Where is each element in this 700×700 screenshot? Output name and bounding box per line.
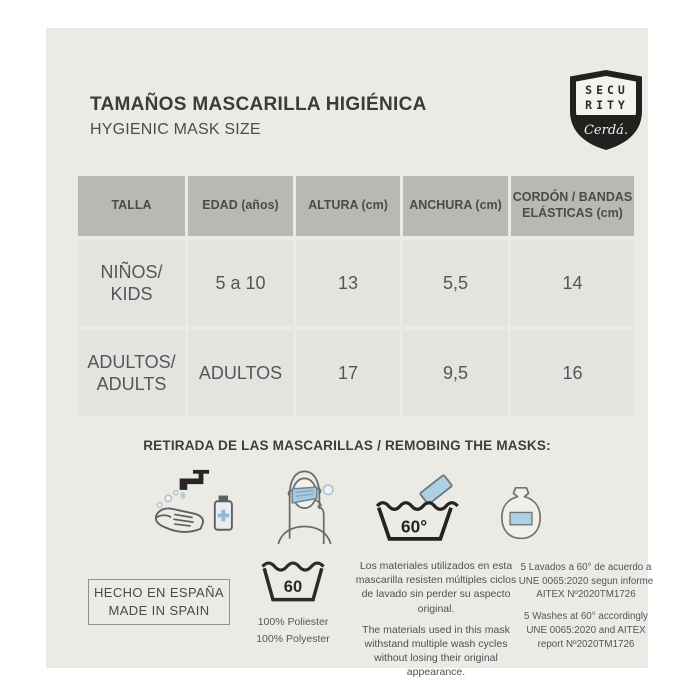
cell-kids-anchura: 5,5 [403,240,508,326]
cell-adults-talla: ADULTOS/ ADULTS [78,330,185,416]
brand-logo: SECU RITY Cerdá. [566,68,646,157]
wash-temp-label: 60° [401,516,427,536]
logo-brand-name: Cerdá. [584,123,628,138]
water-line [375,501,459,511]
mask-removal-icon [276,470,334,544]
logo-word-bottom: RITY [585,98,629,112]
origin-line-es: HECHO EN ESPAÑA [93,585,224,601]
col-header-talla: TALLA [78,176,185,236]
wash-certification-es: 5 Lavados a 60° de acuerdo a UNE 0065:20… [518,562,654,601]
col-header-edad: EDAD (años) [188,176,293,236]
mask-in-bag [508,511,533,526]
wash-certification-block: 5 Lavados a 60° de acuerdo a UNE 0065:20… [518,561,654,651]
arm [316,505,325,544]
origin-box: HECHO EN ESPAÑA MADE IN SPAIN [88,579,230,625]
page-subtitle: HYGIENIC MASK SIZE [90,121,261,138]
security-cerda-shield-icon: SECU RITY Cerdá. [570,70,642,150]
materials-text-block: Los materiales utilizados en esta mascar… [352,559,520,679]
cell-kids-cordon: 14 [511,240,634,326]
wash-60-icon: 60° [375,474,459,541]
materials-text-en: The materials used in this mask withstan… [362,623,510,679]
material-label-es: 100% Poliester [257,616,329,628]
cell-adults-anchura: 9,5 [403,330,508,416]
origin-line-en: MADE IN SPAIN [108,603,210,618]
page-title: TAMAÑOS MASCARILLA HIGIÉNICA [90,94,427,115]
cell-adults-edad: ADULTOS [188,330,293,416]
header: TAMAÑOS MASCARILLA HIGIÉNICA HYGIENIC MA… [90,94,427,139]
hair-outline [288,470,320,539]
water-drop [180,492,185,499]
size-table: TALLA EDAD (años) ALTURA (cm) ANCHURA (c… [78,176,634,416]
cell-kids-talla: NIÑOS/ KIDS [78,240,185,326]
faucet-shape [179,469,209,490]
removal-icons-row: 60° [46,456,648,544]
tub-outline [376,507,453,541]
wash-certification-en: 5 Washes at 60° accordingly UNE 0065:202… [524,611,648,650]
handwash-icon [154,469,233,533]
cross-symbol [217,509,229,522]
ear-straps [287,488,321,498]
materials-text-es: Los materiales utilizados en esta mascar… [355,560,517,615]
cell-adults-cordon: 16 [511,330,634,416]
wash-60-symbol-icon: 60 [261,561,325,602]
material-label-en: 100% Polyester [256,632,330,645]
cell-kids-altura: 13 [296,240,400,326]
col-header-altura: ALTURA (cm) [296,176,400,236]
shoulders [276,525,332,544]
wash-symbol-label: 60 [284,577,302,596]
cell-adults-altura: 17 [296,330,400,416]
info-card: TAMAÑOS MASCARILLA HIGIÉNICA HYGIENIC MA… [46,28,653,678]
cell-kids-edad: 5 a 10 [188,240,293,326]
removal-section-heading: RETIRADA DE LAS MASCARILLAS / REMOBING T… [143,438,551,453]
col-header-anchura: ANCHURA (cm) [403,176,508,236]
col-header-cordon: CORDÓN / BANDAS ELÁSTICAS (cm) [511,176,634,236]
mask-into-wash [418,474,453,505]
care-block: 60 100% Poliester 100% Polyester [242,556,344,648]
logo-word-top: SECU [585,83,629,97]
dispose-bag-icon [500,486,541,540]
